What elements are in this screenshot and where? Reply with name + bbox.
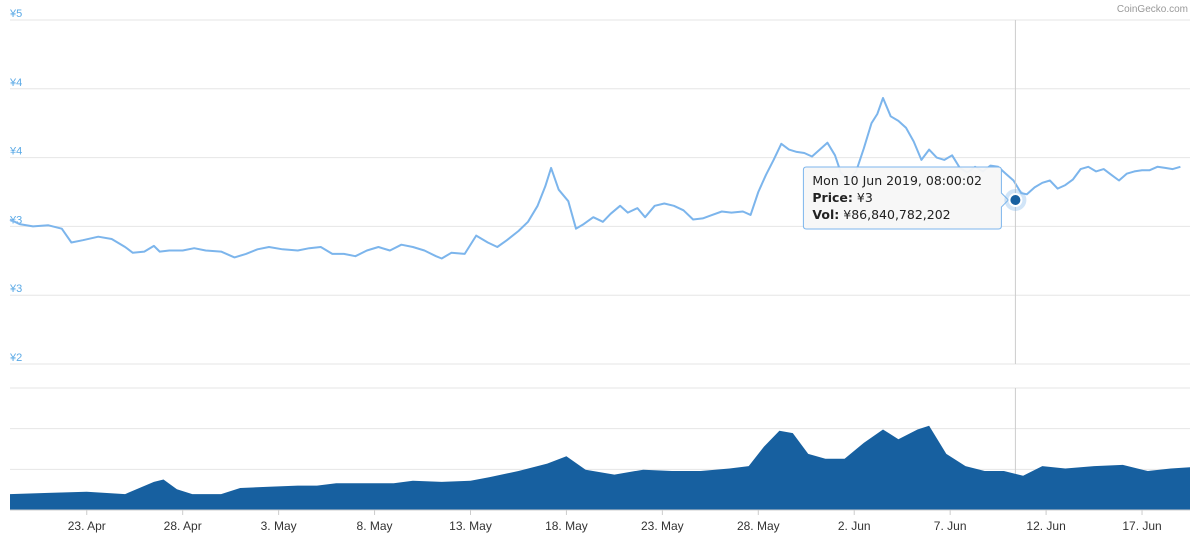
x-tick-label: 3. May (261, 519, 297, 533)
hover-marker (1008, 193, 1023, 208)
x-tick-label: 12. Jun (1026, 519, 1065, 533)
x-tick-label: 28. May (737, 519, 780, 533)
x-tick-label: 2. Jun (838, 519, 871, 533)
x-tick-label: 8. May (357, 519, 393, 533)
credit-label[interactable]: CoinGecko.com (1117, 4, 1188, 15)
x-axis: 23. Apr 28. Apr 3. May 8. May 13. May 18. May… (68, 510, 1162, 533)
y-tick-label: ¥3 (9, 283, 22, 295)
tooltip-price-label: Price: (812, 190, 853, 205)
hover-marker-halo (1004, 189, 1027, 212)
volume-area (10, 425, 1190, 510)
tooltip-volume-row: Vol: ¥86,840,782,202 (812, 207, 950, 222)
x-tick-label: 23. May (641, 519, 684, 533)
x-tick-label: 7. Jun (934, 519, 967, 533)
x-tick-label: 18. May (545, 519, 588, 533)
price-gridlines (10, 19, 1190, 365)
tooltip: Mon 10 Jun 2019, 08:00:02 Price: ¥3 Vol:… (802, 166, 1010, 230)
price-series (9, 97, 1181, 260)
x-tick-label: 28. Apr (164, 519, 202, 533)
y-tick-label: ¥4 (9, 146, 22, 158)
x-tick-label: 17. Jun (1122, 519, 1161, 533)
tooltip-price-value: ¥3 (857, 190, 873, 205)
y-tick-label: ¥2 (9, 352, 22, 364)
volume-gridlines (10, 387, 1190, 510)
tooltip-price-row: Price: ¥3 (812, 190, 872, 205)
tooltip-vol-label: Vol: (812, 207, 839, 222)
y-tick-label: ¥5 (9, 8, 22, 20)
price-y-axis: ¥5¥4¥4¥3¥3¥2 (9, 8, 22, 364)
x-tick-label: 13. May (449, 519, 492, 533)
tooltip-vol-value: ¥86,840,782,202 (843, 207, 950, 222)
volume-series (10, 425, 1190, 510)
x-tick-label: 23. Apr (68, 519, 106, 533)
price-line (9, 97, 1181, 260)
tooltip-date: Mon 10 Jun 2019, 08:00:02 (812, 173, 982, 188)
tooltip-box (802, 166, 1010, 230)
y-tick-label: ¥4 (9, 77, 22, 89)
